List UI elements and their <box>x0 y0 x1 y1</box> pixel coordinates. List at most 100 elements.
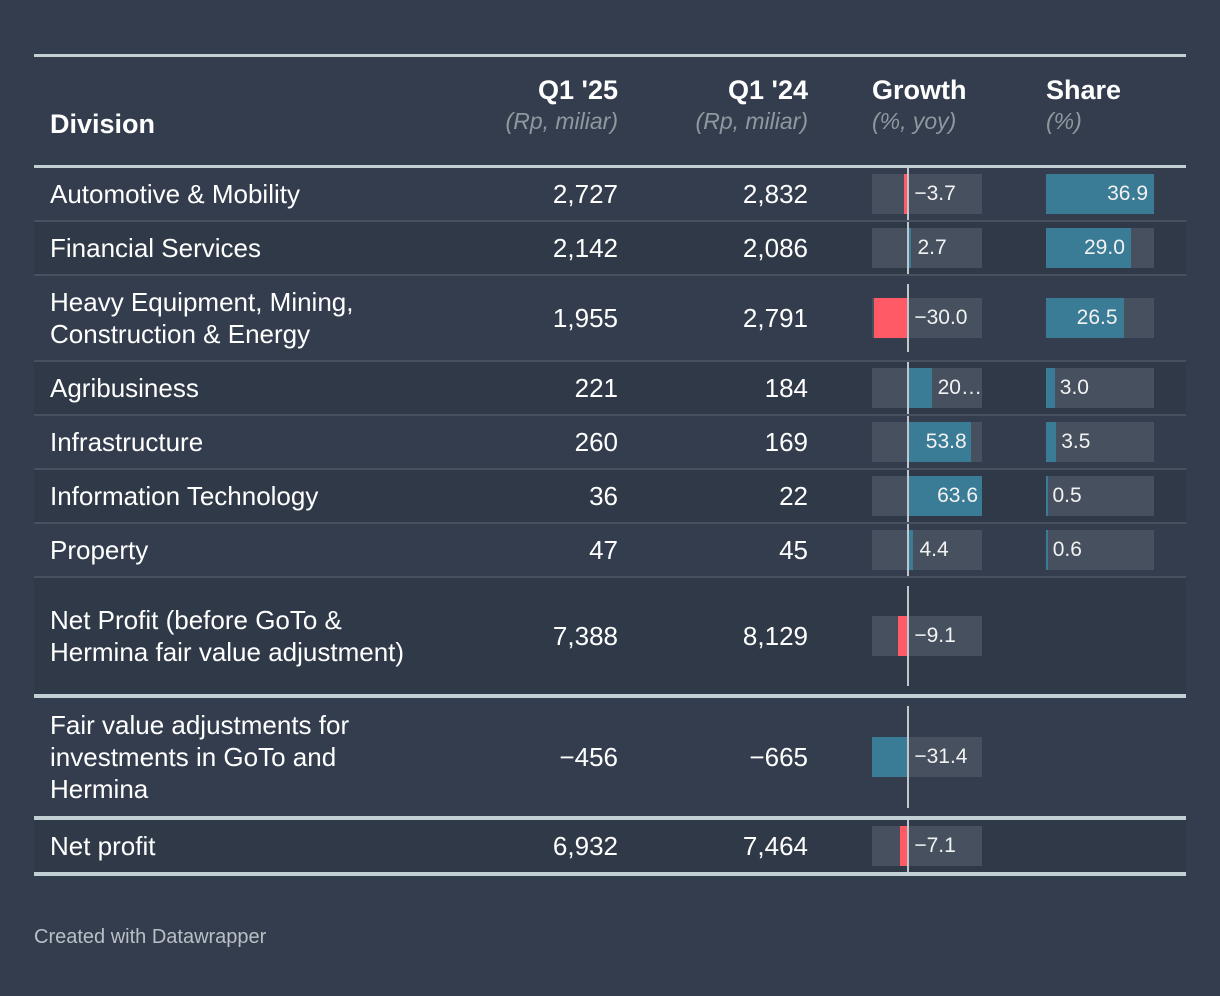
growth-bar-track: −9.1 <box>872 616 982 656</box>
header-share-unit: (%) <box>1046 108 1082 134</box>
table-header: Division Q1 '25 (Rp, miliar) Q1 '24 (Rp,… <box>34 54 1186 168</box>
growth-cell: 53.8 <box>872 416 982 468</box>
growth-cell: −31.4 <box>872 698 982 816</box>
share-label: 29.0 <box>1084 236 1125 259</box>
table-row: Information Technology 36 22 63.6 0.5 <box>34 470 1186 524</box>
growth-zero-axis <box>907 524 910 576</box>
growth-zero-axis <box>907 416 910 468</box>
share-bar <box>1046 298 1124 338</box>
growth-zero-axis <box>907 362 910 414</box>
division-name: Automotive & Mobility <box>50 179 300 209</box>
share-bar-track: 26.5 <box>1046 298 1154 338</box>
growth-bar <box>908 530 914 570</box>
value-q1-24: 184 <box>764 373 808 403</box>
growth-bar-track: 20… <box>872 368 982 408</box>
growth-bar-track: −31.4 <box>872 737 982 777</box>
value-q1-25: 221 <box>574 373 618 403</box>
value-q1-24: 8,129 <box>742 621 808 651</box>
share-bar <box>1046 228 1131 268</box>
growth-bar <box>908 476 982 516</box>
share-cell: 0.6 <box>1046 524 1154 576</box>
value-q1-25: 36 <box>589 481 618 511</box>
share-label: 26.5 <box>1076 306 1118 329</box>
growth-label: −9.1 <box>914 624 956 647</box>
division-name: Fair value adjustments for investments i… <box>50 710 350 804</box>
division-name: Heavy Equipment, Mining, Construction & … <box>50 287 354 349</box>
header-q1-25-unit: (Rp, miliar) <box>505 108 618 134</box>
division-name: Property <box>50 535 149 565</box>
header-growth-label: Growth <box>872 75 967 105</box>
growth-bar-track: −7.1 <box>872 826 982 866</box>
growth-cell: −7.1 <box>872 820 982 872</box>
header-share: Share (%) <box>1046 75 1121 135</box>
growth-zero-axis <box>907 222 910 274</box>
data-table: Division Q1 '25 (Rp, miliar) Q1 '24 (Rp,… <box>34 54 1186 876</box>
table-row: Automotive & Mobility 2,727 2,832 −3.7 36.9 <box>34 168 1186 222</box>
share-label: 3.5 <box>1061 430 1091 453</box>
header-share-label: Share <box>1046 75 1122 105</box>
table-row: Property 47 45 4.4 0.6 <box>34 524 1186 578</box>
value-q1-24: 2,832 <box>742 179 808 209</box>
growth-bar <box>908 422 971 462</box>
growth-cell: −9.1 <box>872 578 982 694</box>
share-cell: 29.0 <box>1046 222 1154 274</box>
value-q1-25: 2,142 <box>552 233 618 263</box>
value-q1-24: 22 <box>779 481 808 511</box>
share-cell: 3.0 <box>1046 362 1154 414</box>
value-q1-25: 6,932 <box>552 831 618 861</box>
growth-bar-track: −30.0 <box>872 298 982 338</box>
value-q1-24: −665 <box>749 742 808 772</box>
table-row: Net profit 6,932 7,464 −7.1 <box>34 820 1186 876</box>
growth-zero-axis <box>907 284 910 352</box>
share-label: 0.6 <box>1052 538 1082 561</box>
share-cell: 36.9 <box>1046 168 1154 220</box>
share-label: 0.5 <box>1052 484 1082 507</box>
table-row: Fair value adjustments for investments i… <box>34 698 1186 820</box>
header-growth-unit: (%, yoy) <box>872 108 957 134</box>
growth-label: 63.6 <box>937 484 978 507</box>
growth-bar <box>873 298 909 338</box>
value-q1-24: 169 <box>764 427 808 457</box>
growth-bar-track: 2.7 <box>872 228 982 268</box>
value-q1-24: 7,464 <box>742 831 808 861</box>
share-bar-track: 29.0 <box>1046 228 1154 268</box>
growth-bar-track: −3.7 <box>872 174 982 214</box>
header-q1-24-unit: (Rp, miliar) <box>695 108 808 134</box>
growth-cell: 2.7 <box>872 222 982 274</box>
header-q1-25-label: Q1 '25 <box>538 75 618 105</box>
share-bar-track: 0.5 <box>1046 476 1154 516</box>
growth-bar <box>908 368 932 408</box>
growth-cell: 4.4 <box>872 524 982 576</box>
share-bar-track: 3.5 <box>1046 422 1154 462</box>
header-q1-24: Q1 '24 (Rp, miliar) <box>614 75 808 135</box>
growth-bar <box>908 228 912 268</box>
growth-bar-track: 4.4 <box>872 530 982 570</box>
growth-label: 53.8 <box>925 430 967 453</box>
growth-cell: 20… <box>872 362 982 414</box>
header-growth: Growth (%, yoy) <box>872 75 967 135</box>
division-name: Net profit <box>50 831 156 861</box>
division-name: Agribusiness <box>50 373 199 403</box>
footer-credit: Created with Datawrapper <box>34 926 267 948</box>
growth-zero-axis <box>907 586 910 686</box>
table-body: Automotive & Mobility 2,727 2,832 −3.7 36.9 F… <box>34 168 1186 876</box>
value-q1-24: 45 <box>779 535 808 565</box>
share-label: 3.0 <box>1059 376 1089 399</box>
division-name: Infrastructure <box>50 427 204 457</box>
value-q1-24: 2,086 <box>742 233 808 263</box>
growth-zero-axis <box>907 706 910 808</box>
division-name: Net Profit (before GoTo & Hermina fair v… <box>50 605 405 667</box>
table-row: Net Profit (before GoTo & Hermina fair v… <box>34 578 1186 698</box>
share-bar <box>1046 174 1154 214</box>
growth-cell: 63.6 <box>872 470 982 522</box>
share-bar <box>1046 476 1048 516</box>
growth-bar <box>872 737 909 777</box>
share-bar-track: 36.9 <box>1046 174 1154 214</box>
table-row: Agribusiness 221 184 20… 3.0 <box>34 362 1186 416</box>
growth-zero-axis <box>907 470 910 522</box>
share-bar-track: 0.6 <box>1046 530 1154 570</box>
growth-label: −7.1 <box>914 834 956 857</box>
value-q1-25: 47 <box>589 535 618 565</box>
growth-bar-track: 53.8 <box>872 422 982 462</box>
value-q1-24: 2,791 <box>742 303 808 333</box>
